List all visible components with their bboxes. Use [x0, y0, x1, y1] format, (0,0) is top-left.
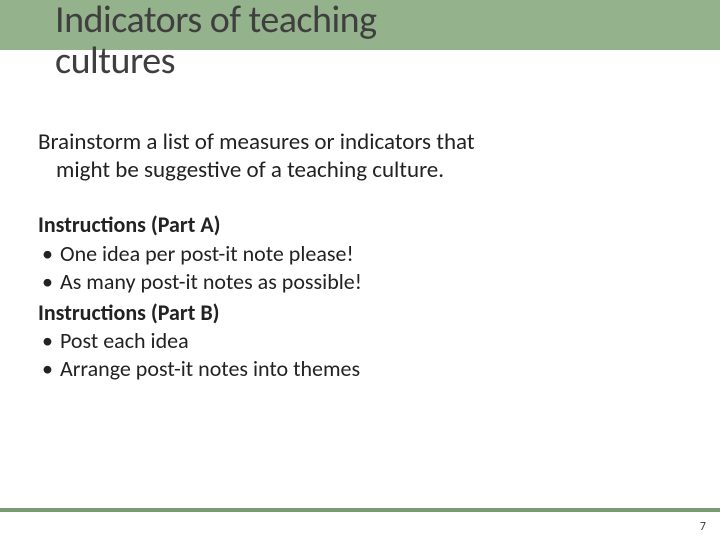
instructions-a-heading: Instructions (Part A): [38, 212, 678, 239]
list-item: • Post each idea: [38, 328, 678, 355]
bullet-icon: •: [38, 241, 60, 268]
footer-divider: [0, 508, 720, 512]
title-line-2: cultures: [55, 38, 175, 84]
bullet-text: One idea per post-it note please!: [60, 241, 678, 268]
bullet-text: Post each idea: [60, 328, 678, 355]
title-line-1: Indicators of teaching: [55, 0, 377, 43]
intro-line-1: Brainstorm a list of measures or indicat…: [38, 128, 475, 156]
bullet-icon: •: [38, 269, 60, 296]
bullet-icon: •: [38, 356, 60, 383]
page-number: 7: [700, 520, 706, 534]
intro-line-2: might be suggestive of a teaching cultur…: [38, 156, 678, 184]
intro-paragraph: Brainstorm a list of measures or indicat…: [38, 128, 678, 184]
list-item: • As many post-it notes as possible!: [38, 269, 678, 296]
list-item: • One idea per post-it note please!: [38, 241, 678, 268]
bullet-text: Arrange post-it notes into themes: [60, 356, 678, 383]
bullet-icon: •: [38, 328, 60, 355]
slide-title: Indicators of teaching cultures: [55, 0, 655, 82]
list-item: • Arrange post-it notes into themes: [38, 356, 678, 383]
instructions-b-heading: Instructions (Part B): [38, 300, 678, 327]
slide-body: Brainstorm a list of measures or indicat…: [38, 128, 678, 384]
bullet-text: As many post-it notes as possible!: [60, 269, 678, 296]
